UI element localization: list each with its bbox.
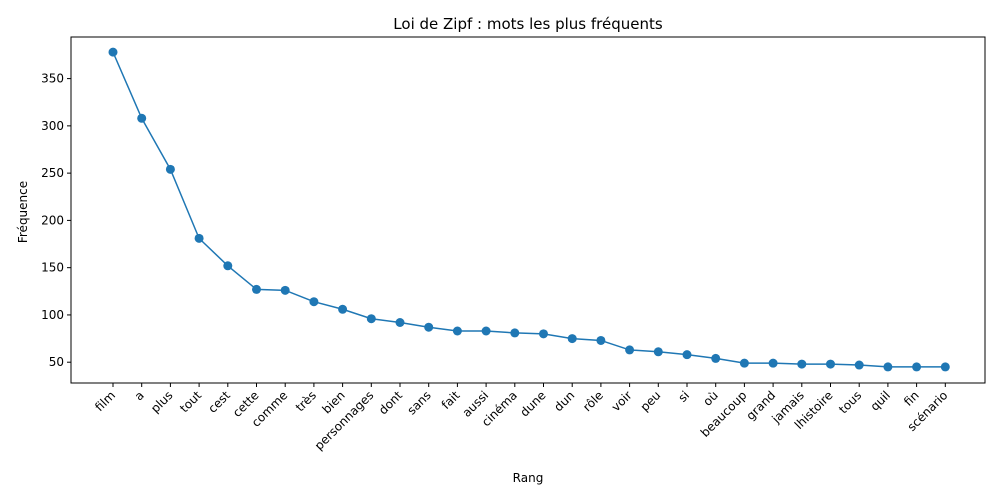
data-point: [797, 359, 807, 369]
data-point: [395, 317, 405, 327]
y-tick-label: 100: [41, 308, 64, 322]
data-point: [912, 362, 922, 372]
data-point: [194, 233, 204, 243]
data-point: [653, 347, 663, 357]
data-point: [510, 328, 520, 338]
x-tick-label: cest: [205, 388, 233, 416]
x-tick-label: fait: [439, 388, 463, 412]
x-tick-label: fin: [901, 388, 922, 409]
data-point: [883, 362, 893, 372]
y-axis-label: Fréquence: [16, 181, 30, 243]
x-tick-label: sans: [404, 388, 433, 417]
data-point: [768, 358, 778, 368]
x-tick-label: dune: [517, 388, 548, 419]
data-point: [223, 261, 233, 271]
y-tick-label: 350: [41, 72, 64, 86]
data-point: [539, 329, 548, 339]
data-point: [424, 322, 434, 332]
x-tick-label: rôle: [580, 388, 606, 414]
plot-frame: [70, 36, 986, 384]
data-point: [940, 362, 950, 372]
x-tick-label: quil: [868, 388, 893, 413]
x-tick-label: peu: [638, 388, 664, 414]
x-tick-label: tous: [836, 388, 864, 416]
x-tick-label: si: [675, 388, 692, 405]
data-point: [366, 314, 376, 324]
x-tick-label: tout: [177, 388, 204, 415]
x-tick-label: dun: [551, 388, 577, 414]
data-point: [165, 164, 175, 174]
data-point: [682, 350, 692, 360]
data-point: [137, 113, 147, 123]
data-point: [826, 359, 835, 369]
y-tick-label: 250: [41, 166, 64, 180]
data-point: [711, 353, 721, 363]
y-tick-label: 50: [49, 355, 64, 369]
x-axis-label: Rang: [513, 471, 544, 485]
x-tick-label: dont: [376, 388, 405, 417]
y-tick-label: 150: [41, 261, 64, 275]
series-line: [112, 51, 946, 368]
data-point: [309, 297, 319, 307]
data-point: [567, 334, 577, 344]
x-tick-label: où: [700, 388, 720, 408]
data-point: [625, 345, 635, 355]
data-point: [481, 326, 491, 336]
data-point: [252, 284, 261, 294]
data-point: [596, 335, 606, 345]
x-tick-label: film: [92, 388, 118, 414]
chart-title: Loi de Zipf : mots les plus fréquents: [393, 15, 663, 33]
data-point: [854, 360, 864, 370]
data-point: [452, 326, 462, 336]
x-tick-label: plus: [148, 388, 175, 415]
y-tick-label: 200: [41, 213, 64, 227]
x-tick-label: voir: [609, 388, 635, 414]
data-point: [280, 285, 290, 295]
data-point: [338, 304, 348, 314]
data-point: [108, 47, 118, 57]
x-tick-label: a: [132, 388, 147, 403]
x-tick-label: très: [293, 388, 319, 414]
data-point: [739, 358, 749, 368]
y-tick-label: 300: [41, 119, 64, 133]
